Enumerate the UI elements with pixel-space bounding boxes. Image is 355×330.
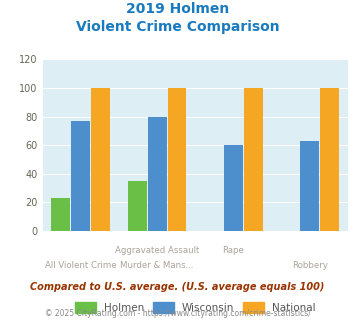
Legend: Holmen, Wisconsin, National: Holmen, Wisconsin, National: [71, 298, 320, 317]
Text: Violent Crime Comparison: Violent Crime Comparison: [76, 20, 279, 34]
Bar: [224, 145, 243, 231]
Text: Robbery: Robbery: [292, 261, 328, 270]
Bar: [91, 88, 110, 231]
Bar: [51, 198, 70, 231]
Text: Rape: Rape: [223, 246, 244, 255]
Bar: [244, 88, 263, 231]
Bar: [320, 88, 339, 231]
Bar: [148, 116, 166, 231]
Bar: [71, 121, 90, 231]
Text: Aggravated Assault: Aggravated Assault: [115, 246, 199, 255]
Bar: [168, 88, 186, 231]
Text: All Violent Crime: All Violent Crime: [45, 261, 116, 270]
Text: © 2025 CityRating.com - https://www.cityrating.com/crime-statistics/: © 2025 CityRating.com - https://www.city…: [45, 309, 310, 317]
Bar: [128, 181, 147, 231]
Text: 2019 Holmen: 2019 Holmen: [126, 2, 229, 16]
Bar: [300, 141, 319, 231]
Text: Murder & Mans...: Murder & Mans...: [120, 261, 194, 270]
Text: Compared to U.S. average. (U.S. average equals 100): Compared to U.S. average. (U.S. average …: [30, 282, 325, 292]
